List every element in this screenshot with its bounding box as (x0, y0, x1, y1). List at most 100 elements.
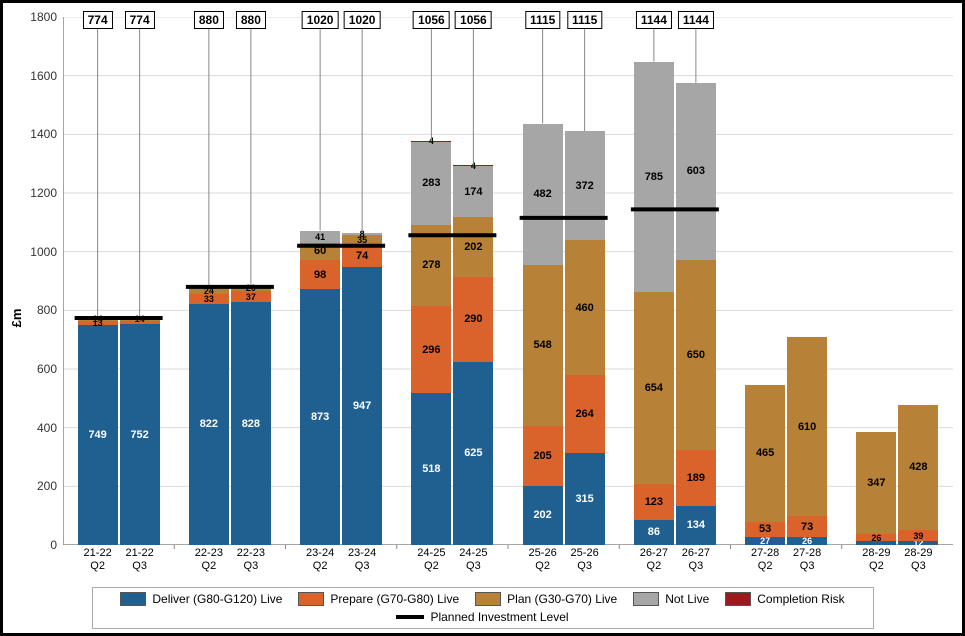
bar-segment-prepare: 73 (787, 516, 827, 537)
bar: 7491314 (78, 317, 118, 545)
x-tick-label: 23-24Q3 (348, 547, 376, 572)
bar-segment-prepare (120, 321, 160, 325)
x-tick-label: 25-26Q3 (571, 547, 599, 572)
chart-frame: £m 020040060080010001200140016001800 749… (0, 0, 965, 636)
plot-area: 7491314752148223324828372087398604194774… (63, 17, 953, 545)
bar-segment-deliver: 26 (787, 537, 827, 545)
x-tick-label: 21-22Q2 (84, 547, 112, 572)
y-tick-label: 400 (37, 421, 57, 435)
bar-segment-plan: 610 (787, 337, 827, 516)
bar: 8283720 (231, 285, 271, 545)
legend-deliver: Deliver (G80-G120) Live (120, 592, 282, 606)
segment-value-label: 372 (575, 180, 593, 192)
segment-value-label: 947 (353, 400, 371, 412)
bar-segment-plan: 654 (634, 292, 674, 484)
bar: 202205548482 (523, 123, 563, 545)
segment-value-label: 428 (909, 461, 927, 473)
bar: 26347 (856, 432, 896, 545)
bar-segment-prepare: 205 (523, 426, 563, 486)
legend-inner: Deliver (G80-G120) Live Prepare (G70-G80… (92, 587, 874, 629)
bar-segment-notlive: 174 (453, 166, 493, 217)
segment-value-label: 39 (913, 531, 923, 541)
x-tick-label: 27-28Q2 (751, 547, 779, 572)
legend-prepare: Prepare (G70-G80) Live (298, 592, 459, 606)
legend-plan: Plan (G30-G70) Live (475, 592, 617, 606)
segment-value-label: 24 (204, 286, 214, 296)
bar-segment-plan: 278 (411, 225, 451, 307)
bar-segment-deliver: 12 (898, 541, 938, 545)
segment-value-label: 123 (645, 496, 663, 508)
y-tick-label: 1600 (30, 69, 57, 83)
segment-value-label: 98 (314, 269, 326, 281)
x-tick-label: 26-27Q2 (640, 547, 668, 572)
bar-segment-prepare: 26 (856, 534, 896, 542)
segment-value-label: 296 (422, 344, 440, 356)
bar-segment-notlive: 482 (523, 124, 563, 265)
bar: 2753465 (745, 385, 785, 545)
segment-value-label: 278 (422, 259, 440, 271)
bar-segment-plan: 347 (856, 432, 896, 534)
bar-segment-plan: 14 (78, 317, 118, 321)
x-tick-label: 22-23Q3 (237, 547, 265, 572)
bar-segment-prepare: 98 (300, 260, 340, 289)
bar-segment-deliver: 749 (78, 325, 118, 545)
bar-segment-plan: 428 (898, 405, 938, 531)
y-tick-label: 800 (37, 303, 57, 317)
legend-completion-risk: Completion Risk (725, 592, 844, 606)
segment-value-label: 518 (422, 463, 440, 475)
segment-value-label: 625 (464, 447, 482, 459)
segment-value-label: 73 (801, 521, 813, 533)
bars-layer: 7491314752148223324828372087398604194774… (63, 17, 953, 545)
segment-value-label: 60 (314, 245, 326, 257)
bar-segment-prepare: 39 (898, 530, 938, 541)
bar-segment-plan: 465 (745, 385, 785, 521)
bar-segment-plan: 460 (565, 240, 605, 375)
bar-segment-deliver: 86 (634, 520, 674, 545)
bar-segment-deliver: 947 (342, 267, 382, 545)
bar-segment-plan: 60 (300, 243, 340, 261)
x-tick-label: 21-22Q3 (126, 547, 154, 572)
segment-value-label: 33 (204, 294, 214, 304)
bar-segment-notlive: 8 (342, 233, 382, 235)
bar-segment-notlive: 603 (676, 83, 716, 260)
segment-value-label: 86 (648, 526, 660, 538)
bar-segment-prepare: 290 (453, 277, 493, 362)
segment-value-label: 27 (760, 536, 770, 546)
x-tick-label: 24-25Q3 (459, 547, 487, 572)
bar-segment-prepare: 53 (745, 522, 785, 538)
segment-value-label: 41 (315, 232, 325, 242)
segment-value-label: 654 (645, 382, 663, 394)
legend-notlive: Not Live (633, 592, 709, 606)
segment-value-label: 749 (88, 429, 106, 441)
bar-segment-deliver: 752 (120, 324, 160, 545)
bar: 5182962782834 (411, 141, 451, 546)
segment-value-label: 202 (464, 241, 482, 253)
bar-segment-deliver: 134 (676, 506, 716, 545)
bar-segment-prepare: 33 (189, 294, 229, 304)
segment-value-label: 37 (246, 292, 256, 302)
x-tick-label: 24-25Q2 (417, 547, 445, 572)
bar-segment-prepare: 189 (676, 450, 716, 505)
segment-value-label: 174 (464, 186, 482, 198)
y-tick-label: 1400 (30, 127, 57, 141)
y-tick-label: 600 (37, 362, 57, 376)
bar: 94774358 (342, 233, 382, 545)
x-tick-label: 23-24Q2 (306, 547, 334, 572)
segment-value-label: 548 (533, 339, 551, 351)
segment-value-label: 315 (575, 493, 593, 505)
y-tick-label: 0 (50, 538, 57, 552)
bar: 1239 428 (898, 405, 938, 546)
bar-segment-notlive: 283 (411, 142, 451, 225)
bar: 315264460372 (565, 131, 605, 545)
y-tick-label: 1200 (30, 186, 57, 200)
x-tick-label: 22-23Q2 (195, 547, 223, 572)
bar-segment-deliver: 873 (300, 289, 340, 545)
bar-segment-deliver: 828 (231, 302, 271, 545)
bar-segment-plan: 24 (189, 287, 229, 294)
segment-value-label: 482 (533, 188, 551, 200)
segment-value-label: 134 (687, 519, 705, 531)
bar-segment-deliver: 27 (745, 537, 785, 545)
bar-segment-plan: 548 (523, 265, 563, 426)
segment-value-label: 828 (242, 418, 260, 430)
bar-segment-prepare: 123 (634, 484, 674, 520)
